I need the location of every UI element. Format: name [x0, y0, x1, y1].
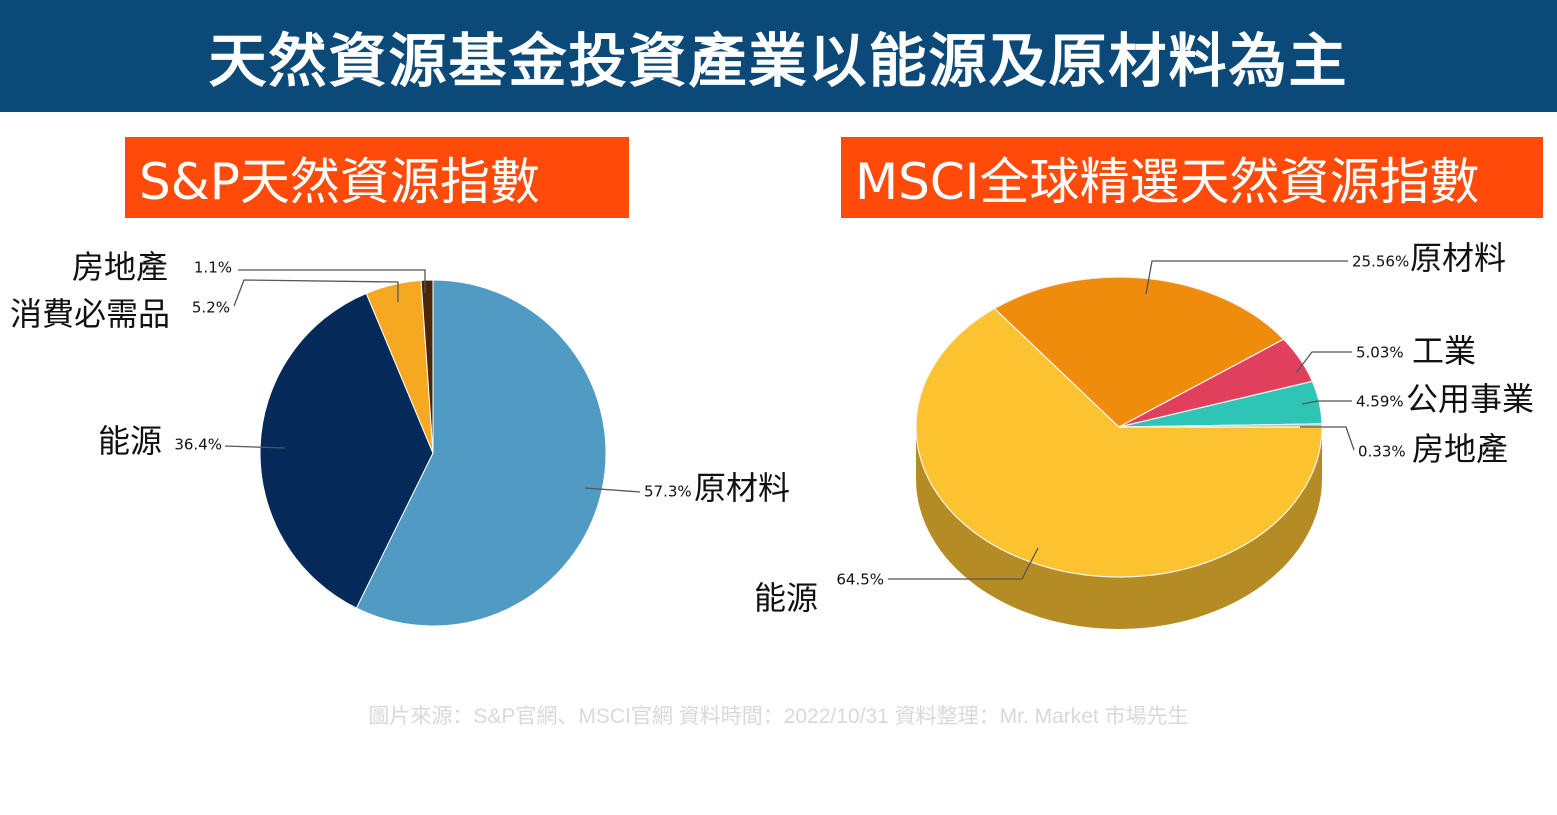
title-banner: 天然資源基金投資產業以能源及原材料為主	[0, 0, 1557, 112]
sp-label-consumer-staples: 消費必需品	[10, 295, 170, 333]
sp-value-real-estate: 1.1%	[194, 259, 232, 277]
sp-leader-energy	[224, 445, 286, 449]
source-note: 圖片來源：S&P官網、MSCI官網 資料時間：2022/10/31 資料整理：M…	[368, 705, 1189, 728]
sp-slice-raw-materials	[355, 279, 607, 627]
page-title: 天然資源基金投資產業以能源及原材料為主	[208, 27, 1349, 95]
sp-value-raw-materials: 57.3%	[644, 483, 692, 501]
msci-label-utilities: 公用事業	[1406, 380, 1534, 418]
sp-label-real-estate: 房地產	[72, 248, 168, 286]
msci-label-real-estate: 房地產	[1412, 430, 1508, 468]
msci-slice-energy	[915, 307, 1323, 578]
sp-leader-real-estate	[238, 269, 426, 293]
sp-label-energy: 能源	[98, 422, 162, 460]
sp-value-consumer-staples: 5.2%	[192, 299, 230, 317]
msci-leader-energy	[888, 547, 1039, 580]
sp-value-energy: 36.4%	[174, 436, 222, 454]
msci-label-industrials: 工業	[1412, 332, 1476, 370]
sp-leader-raw-materials	[584, 487, 641, 493]
msci-leader-real-estate	[1300, 426, 1355, 451]
msci-value-energy: 64.5%	[836, 571, 884, 589]
msci-value-raw-materials: 25.56%	[1352, 253, 1409, 271]
msci-leader-raw-materials	[1145, 260, 1348, 295]
sp-leader-consumer-staples	[233, 279, 399, 307]
msci-value-industrials: 5.03%	[1356, 344, 1404, 362]
msci-value-utilities: 4.59%	[1356, 393, 1404, 411]
msci-chart-title: MSCI全球精選天然資源指數	[841, 137, 1543, 218]
msci-label-energy: 能源	[754, 579, 818, 617]
msci-leader-industrials	[1295, 351, 1352, 374]
msci-label-raw-materials: 原材料	[1410, 239, 1506, 277]
sp-label-raw-materials: 原材料	[694, 469, 790, 507]
msci-leader-utilities	[1301, 400, 1352, 405]
msci-value-real-estate: 0.33%	[1358, 443, 1406, 461]
sp-chart-title: S&P天然資源指數	[125, 137, 629, 218]
sp-slice-real-estate	[420, 279, 434, 454]
msci-slice-raw-materials	[993, 276, 1285, 428]
